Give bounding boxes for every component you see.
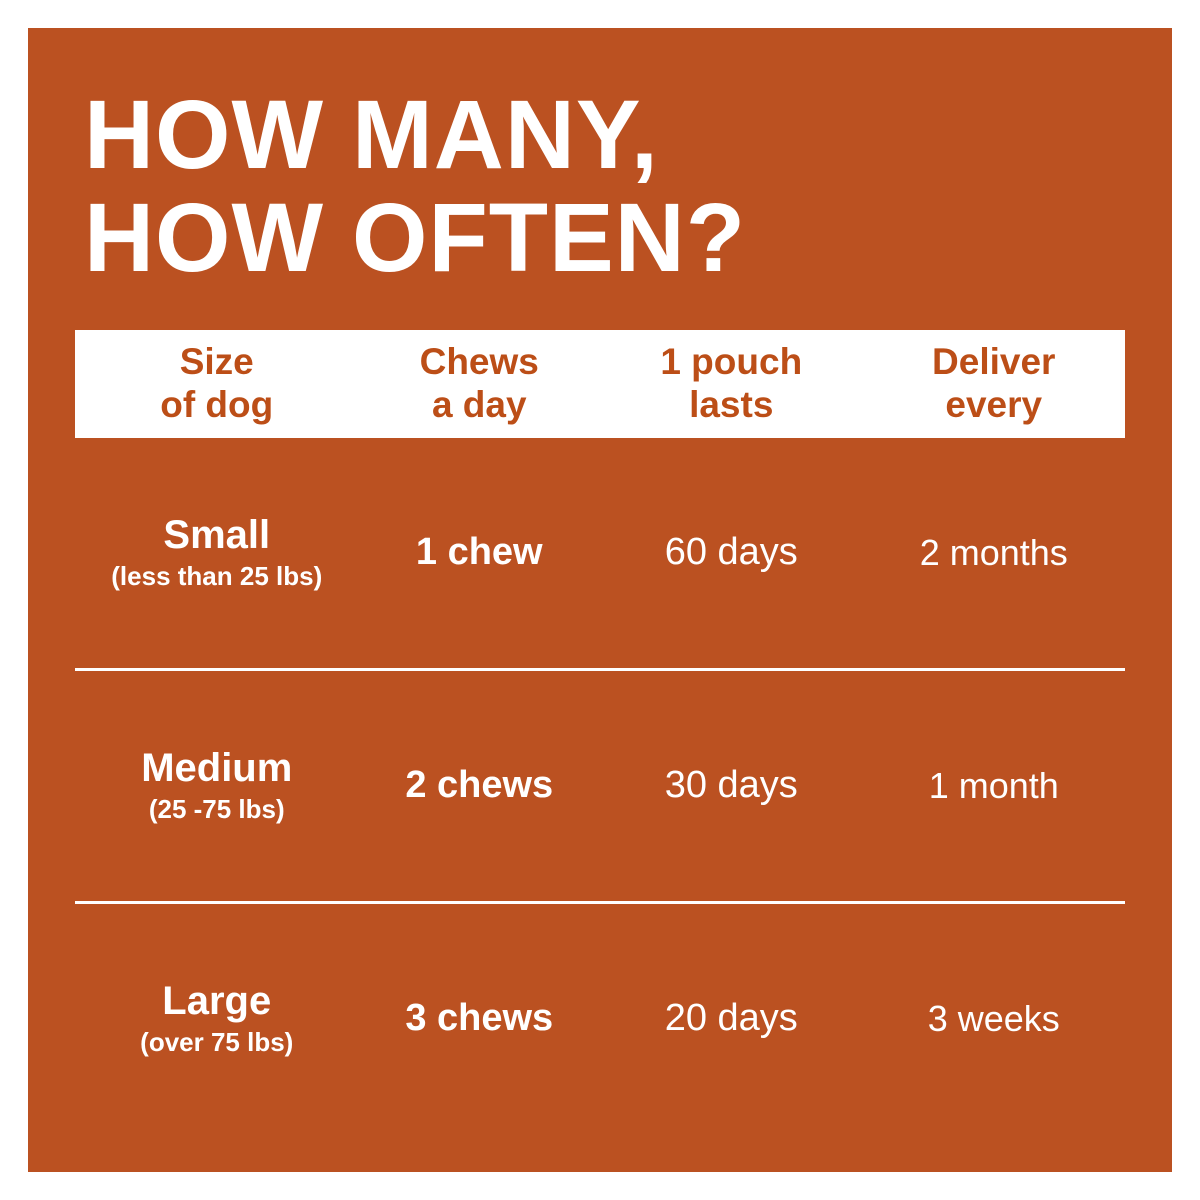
row-divider xyxy=(75,900,1125,904)
header-pouch-lasts: 1 pouch lasts xyxy=(660,341,803,425)
cell-deliver: 1 month xyxy=(928,764,1059,806)
table-row-medium: Medium (25 -75 lbs) 2 chews 30 days 1 mo… xyxy=(75,671,1125,901)
cell-deliver: 3 weeks xyxy=(927,997,1060,1039)
cell-chews: 2 chews xyxy=(405,764,554,807)
cell-chews: 3 chews xyxy=(405,997,554,1040)
cell-size: Large (over 75 lbs) xyxy=(75,979,359,1058)
size-label: Large xyxy=(162,979,272,1024)
header-chews-a-day: Chews a day xyxy=(419,341,539,425)
cell-size: Small (less than 25 lbs) xyxy=(75,513,359,592)
table-row-small: Small (less than 25 lbs) 1 chew 60 days … xyxy=(75,438,1125,668)
title-line-1: HOW MANY, xyxy=(84,80,659,189)
size-note: (over 75 lbs) xyxy=(140,1027,294,1058)
cell-pouch: 60 days xyxy=(664,531,798,574)
size-label: Small xyxy=(163,513,271,558)
header-size-of-dog: Size of dog xyxy=(160,341,274,425)
page-title: HOW MANY, HOW OFTEN? xyxy=(84,80,1172,292)
size-label: Medium xyxy=(141,746,293,791)
header-deliver-every: Deliver every xyxy=(932,341,1056,425)
table-header-row: Size of dog Chews a day 1 pouch lasts De… xyxy=(75,329,1125,438)
table-row-large: Large (over 75 lbs) 3 chews 20 days 3 we… xyxy=(75,904,1125,1134)
cell-chews: 1 chew xyxy=(415,531,543,574)
size-note: (less than 25 lbs) xyxy=(111,561,323,592)
row-divider xyxy=(75,667,1125,671)
orange-panel: HOW MANY, HOW OFTEN? Size of dog Chews a… xyxy=(28,28,1172,1172)
cell-deliver: 2 months xyxy=(919,531,1068,573)
cell-size: Medium (25 -75 lbs) xyxy=(75,746,359,825)
cell-pouch: 30 days xyxy=(664,764,798,807)
cell-pouch: 20 days xyxy=(664,997,798,1040)
size-note: (25 -75 lbs) xyxy=(148,794,285,825)
title-line-2: HOW OFTEN? xyxy=(84,182,746,292)
